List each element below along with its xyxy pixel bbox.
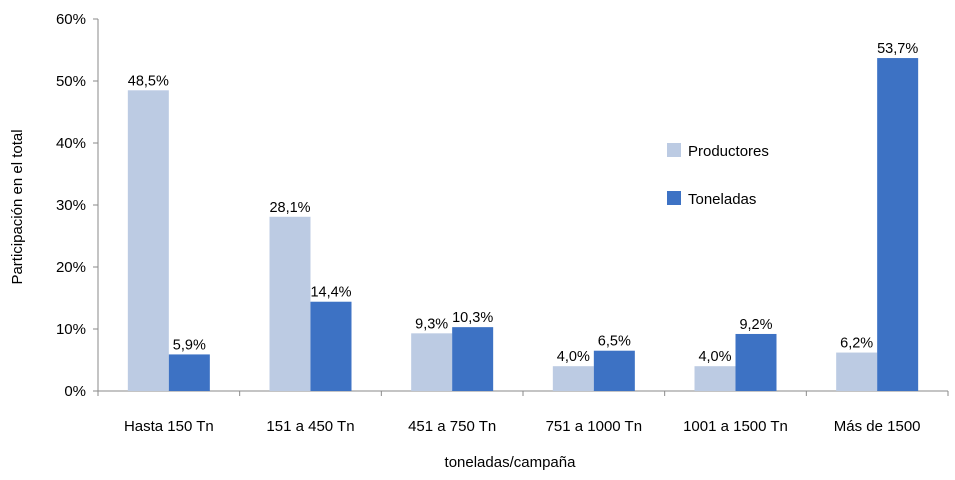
bar-toneladas: [593, 350, 635, 391]
bar-toneladas: [310, 301, 352, 391]
x-tick-label: 1001 a 1500 Tn: [683, 418, 788, 435]
bar-productores: [694, 366, 736, 391]
x-tick-label: 751 a 1000 Tn: [546, 418, 642, 435]
data-label: 53,7%: [877, 41, 918, 57]
y-tick-label: 60%: [56, 11, 86, 28]
bar-productores: [127, 90, 169, 392]
y-tick-label: 40%: [56, 135, 86, 152]
x-tick-label: 451 a 750 Tn: [408, 418, 496, 435]
axes-group: 0% 10% 20% 30% 40% 50% 60% Hasta 150 Tn 151 a 45…: [56, 11, 949, 435]
x-tick-label: 151 a 450 Tn: [266, 418, 354, 435]
bars-group: [127, 58, 919, 392]
data-label: 5,9%: [173, 337, 206, 353]
data-label: 10,3%: [452, 310, 493, 326]
bar-toneladas: [168, 354, 210, 391]
legend-label-productores: Productores: [688, 143, 769, 160]
data-label: 9,2%: [739, 317, 772, 333]
x-tick-label: Hasta 150 Tn: [124, 418, 214, 435]
bar-productores: [836, 352, 878, 391]
x-tick-label: Más de 1500: [834, 418, 921, 435]
legend: Productores Toneladas: [667, 143, 769, 208]
legend-swatch-productores: [667, 143, 681, 157]
data-label: 4,0%: [698, 349, 731, 365]
legend-swatch-toneladas: [667, 191, 681, 205]
y-tick-label: 50%: [56, 73, 86, 90]
y-tick-label: 0%: [64, 383, 86, 400]
x-axis-title: toneladas/campaña: [445, 454, 577, 471]
bar-toneladas: [877, 58, 919, 392]
y-tick-label: 30%: [56, 197, 86, 214]
data-label: 48,5%: [128, 73, 169, 89]
data-label: 6,2%: [840, 336, 873, 352]
data-label: 28,1%: [269, 200, 310, 216]
bar-productores: [411, 333, 453, 391]
bar-toneladas: [452, 327, 494, 391]
data-label: 9,3%: [415, 316, 448, 332]
y-axis-title: Participación en el total: [9, 129, 26, 284]
data-label: 4,0%: [557, 349, 590, 365]
y-tick-label: 10%: [56, 321, 86, 338]
data-label: 6,5%: [598, 334, 631, 350]
y-tick-label: 20%: [56, 259, 86, 276]
bar-productores: [552, 366, 594, 391]
data-label: 14,4%: [310, 285, 351, 301]
bar-productores: [269, 216, 311, 391]
data-labels-group: 48,5% 5,9% 28,1% 14,4% 9,3% 10,3% 4,0% 6,5% 4,0%…: [128, 41, 919, 365]
legend-label-toneladas: Toneladas: [688, 191, 756, 208]
bar-toneladas: [735, 333, 777, 391]
